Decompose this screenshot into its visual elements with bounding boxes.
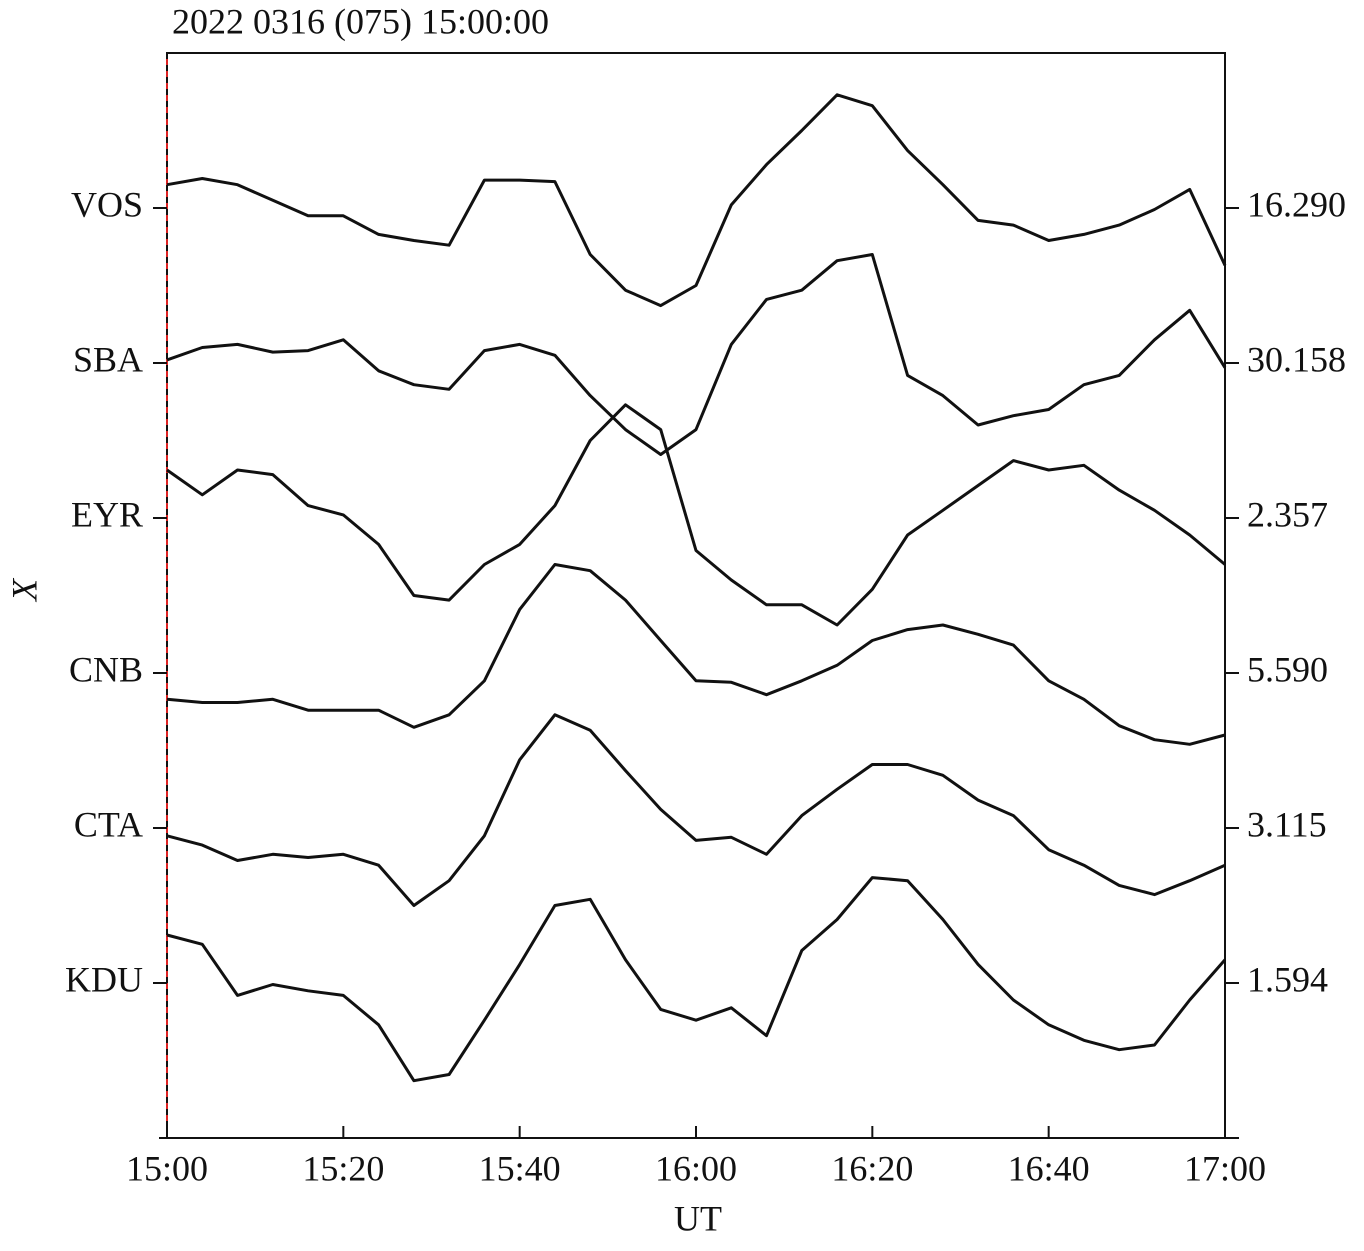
- y2-tick-label: 5.590: [1247, 649, 1328, 689]
- y-tick-label: CNB: [69, 649, 143, 689]
- trace-line: [166, 563, 1226, 746]
- y-tick-label: CTA: [74, 804, 143, 844]
- y2-tick-label: 3.115: [1247, 804, 1327, 844]
- y-tick-label: VOS: [71, 184, 143, 224]
- y2-tick-label: 2.357: [1247, 494, 1328, 534]
- y-tick-label: KDU: [65, 959, 143, 999]
- x-tick-label: 15:00: [126, 1148, 208, 1188]
- y-axis-label: X: [4, 577, 44, 603]
- x-tick-label: 16:00: [655, 1148, 737, 1188]
- chart-title: 2022 0316 (075) 15:00:00: [172, 1, 549, 41]
- trace-line: [166, 876, 1227, 1083]
- trace-line: [166, 713, 1226, 907]
- trace-line: [166, 403, 1226, 627]
- y-tick-label: SBA: [73, 339, 143, 379]
- x-axis-label: UT: [674, 1198, 722, 1238]
- x-tick-label: 17:00: [1184, 1148, 1266, 1188]
- y2-tick-label: 30.158: [1247, 339, 1346, 379]
- y-tick-label: EYR: [71, 494, 143, 534]
- x-tick-label: 16:20: [831, 1148, 913, 1188]
- y2-tick-label: 1.594: [1247, 959, 1328, 999]
- trace-line: [166, 93, 1227, 308]
- x-tick-label: 15:20: [302, 1148, 384, 1188]
- x-tick-label: 16:40: [1008, 1148, 1090, 1188]
- trace-line: [166, 253, 1227, 456]
- x-tick-label: 15:40: [479, 1148, 561, 1188]
- y2-tick-label: 16.290: [1247, 184, 1346, 224]
